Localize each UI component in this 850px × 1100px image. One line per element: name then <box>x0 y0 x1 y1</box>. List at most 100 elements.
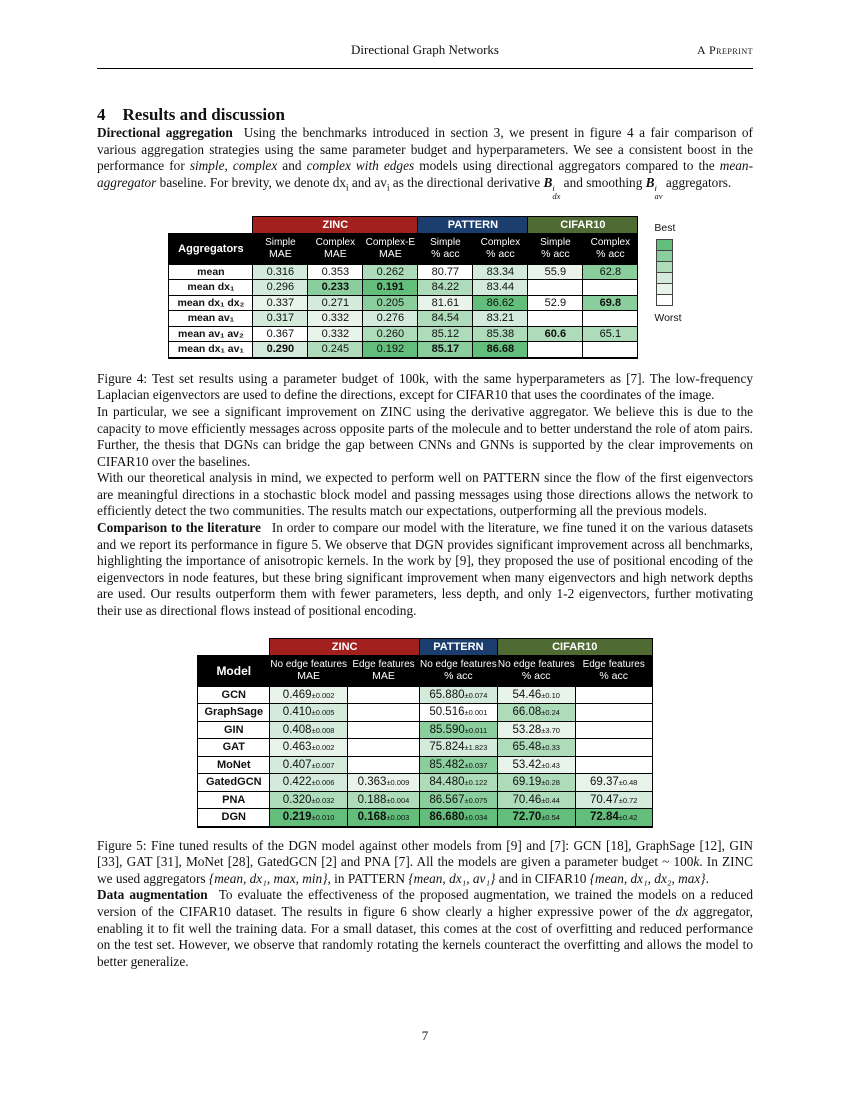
row-label: DGN <box>197 808 271 828</box>
table-cell: 83.34 <box>472 263 529 281</box>
uncertainty: ±0.54 <box>541 813 560 823</box>
table-cell: 0.363±0.009 <box>347 773 420 792</box>
text-run: Figure 5: Fine tuned results of the DGN … <box>97 837 753 870</box>
table-cell <box>574 685 653 705</box>
text-run: Using the benchmarks introduced in secti… <box>97 125 753 174</box>
table1-mount-table: ZINC PATTERN CIFAR10 Aggregators Simple MAE Co… <box>168 215 639 359</box>
table-cell: 0.260 <box>362 325 419 343</box>
uncertainty: ±0.004 <box>386 795 410 805</box>
uncertainty: ±0.001 <box>464 708 488 718</box>
corner-blank <box>197 638 270 656</box>
figure4-table-mount: ZINC PATTERN CIFAR10 Aggregators Simple MAE Co… <box>168 215 639 359</box>
table-cell: 0.191 <box>362 279 419 296</box>
text-run: , <box>224 158 233 174</box>
table2-mount-table: ZINC PATTERN CIFAR10 Model No edge features M… <box>197 637 653 828</box>
section-number: 4 <box>97 105 106 124</box>
table-cell: 0.469±0.002 <box>269 685 348 705</box>
table-cell: 0.367 <box>252 325 309 343</box>
column-header: Complex% acc <box>472 232 529 265</box>
uncertainty: ±0.72 <box>618 795 638 805</box>
text-run: aggregators. <box>662 174 732 190</box>
running-head-title: Directional Graph Networks <box>350 42 499 57</box>
paragraph-zinc: In particular, we see a significant impr… <box>97 403 753 469</box>
table-cell <box>347 738 420 757</box>
text-run: . In ZINC we used aggregators <box>97 854 753 886</box>
text-run-italic: simple <box>189 158 225 174</box>
uncertainty: ±0.003 <box>386 813 410 823</box>
text-run: and smoothing <box>560 174 646 190</box>
table-cell: 69.37±0.48 <box>574 773 653 792</box>
table-cell: 69.8 <box>582 294 639 312</box>
uncertainty: ±0.122 <box>464 778 488 788</box>
table-cell: 66.08±0.24 <box>496 703 576 722</box>
table-cell: 0.353 <box>307 263 364 281</box>
math-sup: i <box>552 182 555 193</box>
table-cell: 85.12 <box>417 325 474 343</box>
figure4: ZINC PATTERN CIFAR10 Aggregators Simple MAE Co… <box>97 215 753 359</box>
dataset-banner-cifar10: CIFAR10 <box>527 215 639 234</box>
table-cell: 85.17 <box>417 341 474 359</box>
table-cell: 53.42±0.43 <box>496 755 576 775</box>
text-run-italic: {mean, dx₁, av₁} <box>408 870 496 886</box>
text-run-italic: complex <box>232 158 278 174</box>
column-header: No edge features MAE <box>269 654 348 687</box>
table-cell: 0.422±0.006 <box>269 773 348 792</box>
table-cell: 65.880±0.074 <box>419 685 498 705</box>
row-label: MoNet <box>197 755 271 775</box>
uncertainty: ±1.823 <box>464 743 488 753</box>
table-cell: 72.84±0.42 <box>574 808 653 828</box>
paragraph-pattern: With our theoretical analysis in mind, w… <box>97 470 753 519</box>
uncertainty: ±0.44 <box>541 795 560 805</box>
table-cell: 62.8 <box>582 263 639 281</box>
table-cell <box>574 720 653 740</box>
row-label: GAT <box>197 738 271 757</box>
text-run-italic: complex with edges <box>306 158 415 174</box>
uncertainty: ±0.33 <box>541 743 560 753</box>
table-cell <box>527 341 584 359</box>
table-cell <box>527 279 584 296</box>
legend-swatches <box>656 238 674 306</box>
table-cell <box>527 310 584 327</box>
table-cell: 69.19±0.28 <box>496 773 576 792</box>
table-cell: 0.233 <box>307 279 364 296</box>
table-cell: 84.480±0.122 <box>419 773 498 792</box>
table-corner-label: Aggregators <box>168 232 254 265</box>
table-cell: 60.6 <box>527 325 584 343</box>
uncertainty: ±0.42 <box>618 813 638 823</box>
text-run-italic: {mean, dx₁, dx₂, max} <box>589 870 706 886</box>
table-cell: 0.316 <box>252 263 309 281</box>
table-cell: 70.46±0.44 <box>496 790 576 810</box>
table-cell: 86.680±0.034 <box>419 808 498 828</box>
row-label: GIN <box>197 720 271 740</box>
table-cell: 50.516±0.001 <box>419 703 498 722</box>
row-label: mean <box>168 263 254 281</box>
math-base: B <box>543 174 553 190</box>
legend-worst-label: Worst <box>654 311 682 324</box>
uncertainty: ±0.24 <box>541 708 560 718</box>
legend-best-label: Best <box>654 221 676 234</box>
figure5: ZINC PATTERN CIFAR10 Model No edge features M… <box>97 637 753 828</box>
text-run: To evaluate the effectiveness of the pro… <box>97 887 753 919</box>
paragraph-literature: Comparison to the literature In order to … <box>97 520 753 620</box>
table-cell: 0.337 <box>252 294 309 312</box>
table-cell: 0.296 <box>252 279 309 296</box>
column-header: Simple% acc <box>417 232 474 265</box>
row-label: PNA <box>197 790 271 810</box>
table-cell: 0.168±0.003 <box>347 808 420 828</box>
text-run: and <box>277 158 307 174</box>
table-cell: 72.70±0.54 <box>496 808 576 828</box>
paragraph-lead: Data augmentation <box>97 887 208 903</box>
table-cell <box>574 703 653 722</box>
text-run-italic: k <box>693 854 700 870</box>
row-label: mean dx₁ av₁ <box>168 341 254 359</box>
heat-legend: Best Worst <box>654 222 681 324</box>
uncertainty: ±0.009 <box>386 778 410 788</box>
section-heading: 4 Results and discussion <box>97 105 753 125</box>
table-cell: 81.61 <box>417 294 474 312</box>
column-header: No edge features% acc <box>496 654 576 687</box>
text-run: aggregator, enabling it to fit well the … <box>97 904 753 969</box>
table-cell: 65.1 <box>582 325 639 343</box>
table-cell <box>347 703 420 722</box>
dataset-banner-pattern: PATTERN <box>419 637 498 656</box>
